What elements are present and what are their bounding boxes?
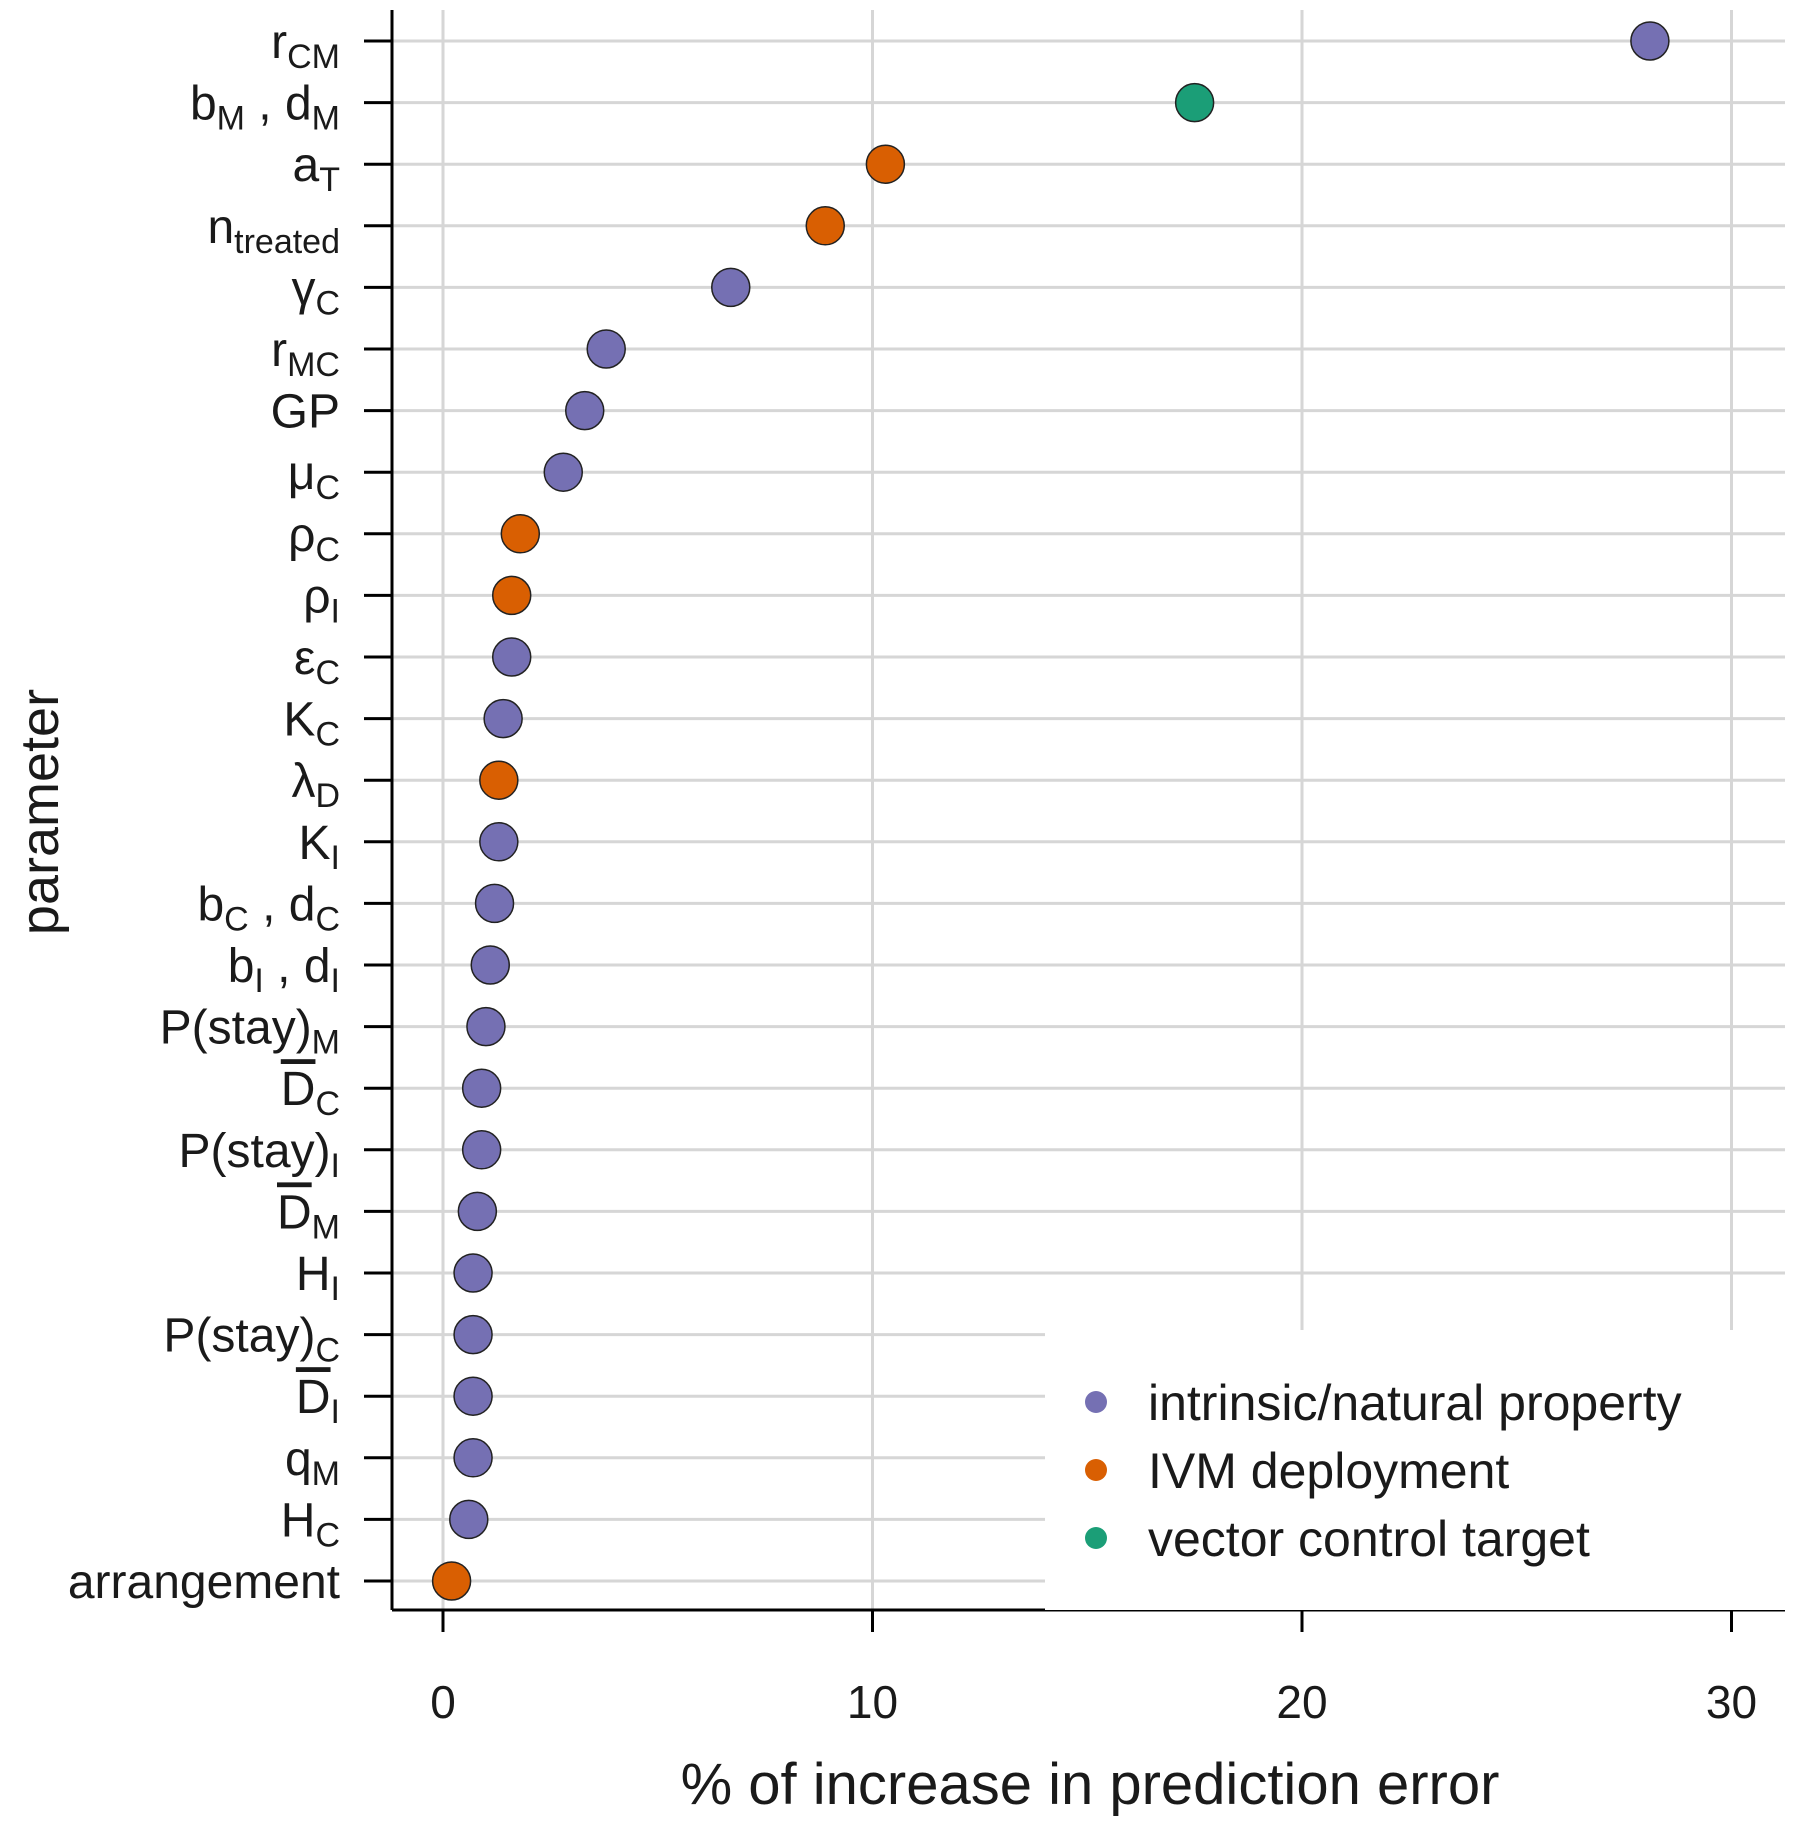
data-point: [461, 1130, 502, 1170]
data-point: [586, 329, 626, 369]
data-point: [491, 637, 532, 677]
data-point: [453, 1314, 493, 1355]
y-tick-label: aT: [293, 139, 340, 199]
data-points: [431, 21, 1670, 1601]
legend-label: IVM deployment: [1148, 1443, 1509, 1499]
y-tick-label: ρI: [303, 570, 340, 630]
y-tick-label: bI , dI: [228, 940, 340, 1000]
data-point: [1630, 21, 1670, 61]
y-tick-label: P(stay)M: [160, 1002, 340, 1062]
data-point: [483, 698, 523, 739]
y-tick-label: μC: [288, 447, 340, 507]
y-tick-label: qM: [285, 1433, 340, 1493]
y-tick-label: P(stay)I: [179, 1125, 340, 1185]
data-point: [479, 760, 519, 800]
y-tick-label: εC: [294, 632, 340, 692]
y-tick-label: DM: [277, 1186, 340, 1246]
y-tick-label: HC: [281, 1494, 340, 1554]
legend: intrinsic/natural property IVM deployment…: [1045, 1330, 1785, 1610]
y-tick-label: DC: [281, 1063, 340, 1123]
y-tick-label: γC: [291, 262, 340, 322]
y-tick-label: HI: [296, 1248, 340, 1308]
y-tick-label: rCM: [271, 16, 340, 76]
data-point: [1174, 82, 1215, 123]
x-tick-label: 30: [1706, 1676, 1757, 1728]
data-point: [457, 1191, 498, 1232]
legend-swatch: [1085, 1391, 1107, 1413]
y-tick-label: KI: [299, 817, 340, 877]
legend-label: vector control target: [1148, 1511, 1590, 1567]
data-point: [453, 1438, 493, 1478]
data-point: [865, 144, 906, 184]
data-point: [479, 822, 519, 862]
x-tick-label: 20: [1276, 1676, 1327, 1728]
y-tick-label: GP: [271, 386, 340, 439]
x-axis-title: % of increase in prediction error: [681, 1752, 1500, 1817]
legend-swatch: [1085, 1459, 1107, 1481]
y-tick-label: bM , dM: [190, 78, 340, 138]
y-tick-label: DI: [296, 1371, 340, 1431]
data-point: [453, 1253, 493, 1293]
y-tick-label: ntreated: [207, 201, 340, 261]
y-tick-label: arrangement: [68, 1556, 340, 1609]
x-tick-label: 0: [430, 1676, 456, 1728]
data-point: [500, 514, 541, 554]
legend-swatch: [1085, 1527, 1107, 1549]
legend-background: [1045, 1330, 1785, 1610]
y-tick-label: KC: [283, 694, 340, 754]
legend-label: intrinsic/natural property: [1148, 1375, 1682, 1431]
data-point: [805, 206, 846, 246]
data-point: [461, 1068, 502, 1108]
data-point: [431, 1561, 472, 1601]
y-tick-label: P(stay)C: [163, 1310, 340, 1370]
y-tick-label: rMC: [271, 324, 340, 384]
data-point: [543, 452, 584, 492]
data-point: [453, 1376, 493, 1416]
y-tick-label: ρC: [288, 509, 340, 569]
y-axis-title: parameter: [10, 689, 70, 935]
data-point: [449, 1499, 489, 1540]
data-point: [711, 267, 751, 308]
data-point: [474, 883, 515, 924]
y-tick-label: λD: [291, 755, 340, 815]
x-tick-label: 10: [847, 1676, 898, 1728]
data-point: [466, 1006, 506, 1047]
y-tick-label: bC , dC: [197, 878, 340, 938]
data-point: [564, 390, 605, 431]
x-tick-labels: 0 10 20 30: [430, 1676, 1757, 1728]
data-point: [491, 575, 532, 616]
data-point: [470, 945, 510, 985]
